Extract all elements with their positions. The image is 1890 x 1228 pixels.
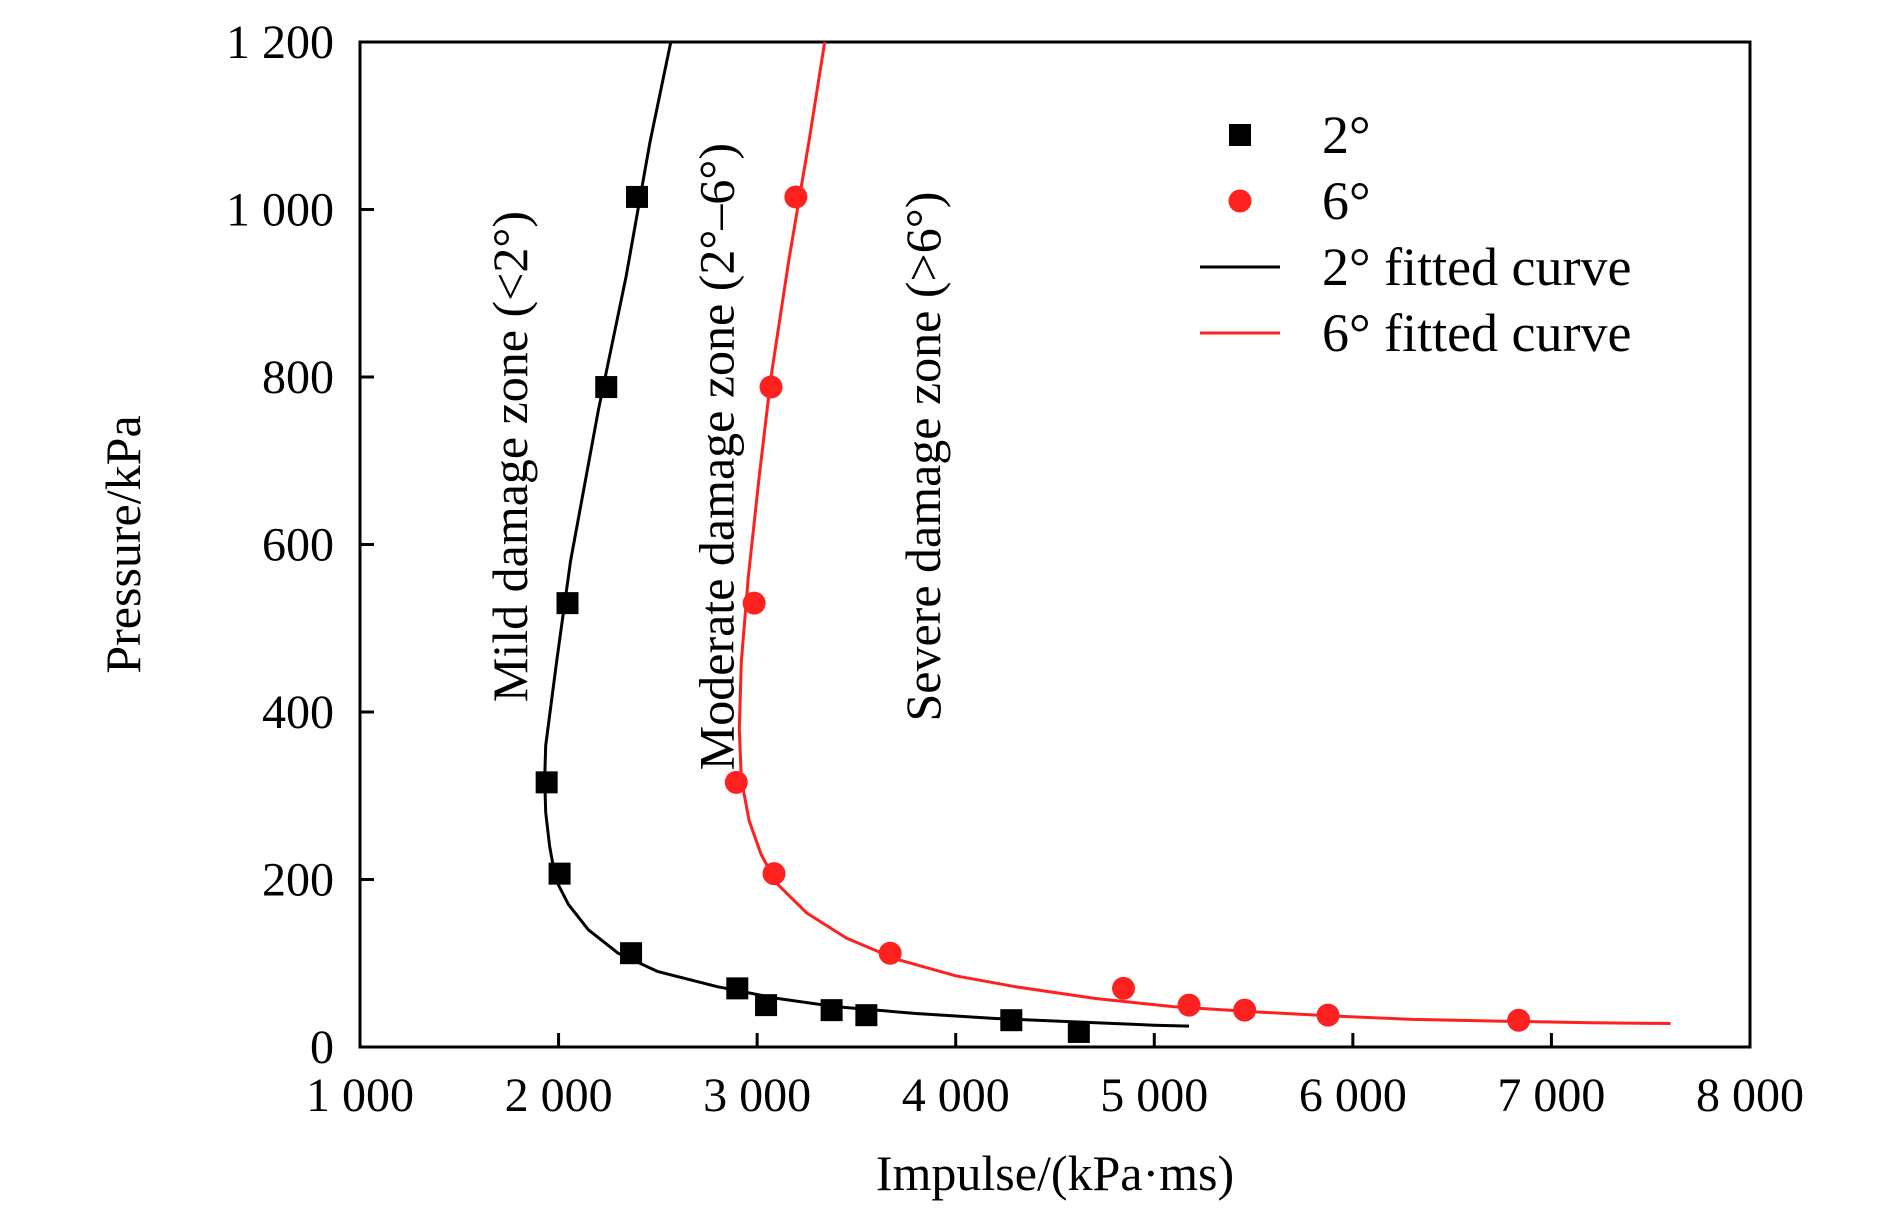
data-point: [878, 941, 902, 965]
y-tick-label: 400: [262, 686, 334, 739]
data-point: [784, 185, 808, 209]
x-tick-label: 7 000: [1497, 1069, 1605, 1122]
data-point: [755, 994, 778, 1017]
x-tick-label: 8 000: [1696, 1069, 1804, 1122]
x-tick-label: 2 000: [505, 1069, 613, 1122]
x-axis-ticks: 1 000 2 000 3 000 4 000 5 000 6 000 7 000 8 000: [306, 1033, 1804, 1122]
zone-label: Mild damage zone (<2°): [482, 211, 538, 702]
y-tick-label: 800: [262, 351, 334, 404]
zone-annotations: Mild damage zone (<2°) Moderate damage zo…: [482, 143, 951, 770]
data-point: [1112, 976, 1136, 1000]
legend-label: 6°: [1322, 171, 1371, 231]
legend-symbol: [1228, 189, 1252, 213]
y-tick-label: 1 000: [226, 184, 334, 237]
x-tick-label: 6 000: [1299, 1069, 1407, 1122]
zone-label: Moderate damage zone (2°–6°): [688, 143, 744, 770]
plot-frame: [358, 40, 1752, 1049]
data-point: [820, 999, 843, 1022]
data-point: [548, 862, 571, 885]
data-point: [1316, 1003, 1340, 1027]
data-point: [1177, 993, 1201, 1017]
series-layer: [535, 41, 1671, 1043]
x-tick-label: 1 000: [306, 1069, 414, 1122]
data-point: [626, 185, 649, 208]
data-point: [595, 376, 618, 399]
data-point: [535, 771, 558, 794]
legend-label: 6° fitted curve: [1322, 303, 1631, 363]
data-point: [726, 977, 749, 1000]
data-point: [724, 770, 748, 794]
legend-label: 2° fitted curve: [1322, 237, 1631, 297]
data-point: [620, 942, 643, 965]
data-point: [762, 862, 786, 886]
data-point: [742, 591, 766, 615]
data-point: [759, 375, 783, 399]
y-tick-label: 1 200: [226, 16, 334, 69]
x-tick-label: 4 000: [902, 1069, 1010, 1122]
zone-label: Severe damage zone (>6°): [895, 192, 951, 722]
y-tick-label: 0: [310, 1021, 334, 1074]
y-axis-ticks: 0 200 400 600 800 1 000 1 200: [226, 16, 374, 1074]
y-tick-label: 600: [262, 519, 334, 572]
data-point: [1233, 998, 1257, 1022]
data-point: [556, 592, 579, 615]
data-point: [1000, 1009, 1023, 1032]
fitted-curve-line: [737, 41, 1671, 1025]
legend-label: 2°: [1322, 105, 1371, 165]
data-point: [1067, 1020, 1090, 1043]
y-axis-title: Pressure/kPa: [95, 415, 151, 673]
data-point: [855, 1004, 878, 1027]
x-tick-label: 3 000: [703, 1069, 811, 1122]
data-point: [1507, 1008, 1531, 1032]
y-tick-label: 200: [262, 854, 334, 907]
fitted-curve-line: [543, 41, 1190, 1028]
legend-symbol: [1229, 124, 1251, 146]
x-axis-title: Impulse/(kPa·ms): [876, 1145, 1234, 1201]
x-tick-label: 5 000: [1100, 1069, 1208, 1122]
